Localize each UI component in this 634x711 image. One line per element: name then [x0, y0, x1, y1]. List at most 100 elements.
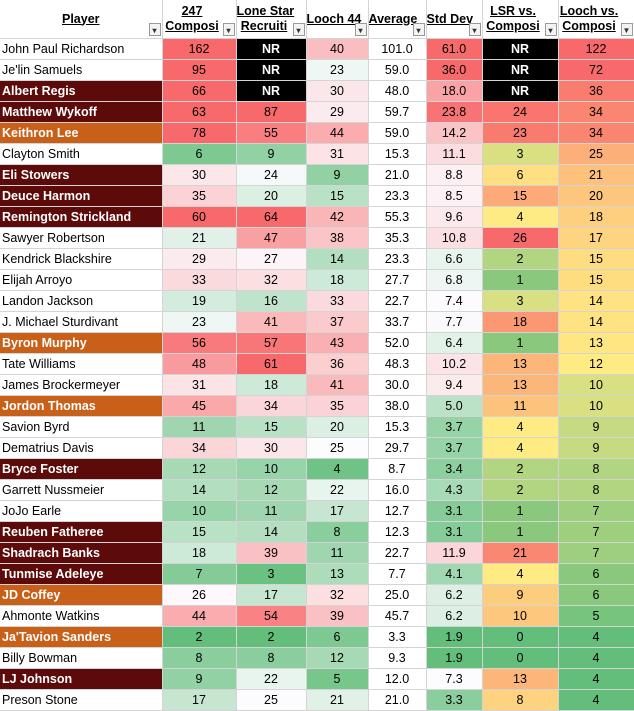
cell-average: 38.0 — [368, 395, 427, 417]
cell-looch: 40 — [306, 38, 369, 60]
cell-std-dev: 6.2 — [426, 584, 483, 606]
cell-average: 22.7 — [368, 542, 427, 564]
cell-average: 21.0 — [368, 689, 427, 711]
cell-lsr-vs-composite: 2 — [482, 458, 559, 480]
cell-average: 15.3 — [368, 416, 427, 438]
cell-looch-vs-composite: 21 — [558, 164, 634, 186]
cell-average: 25.0 — [368, 584, 427, 606]
cell-std-dev: 5.0 — [426, 395, 483, 417]
cell-247-composite: 8 — [162, 647, 237, 669]
cell-looch-vs-composite: 122 — [558, 38, 634, 60]
cell-lone-star: 8 — [236, 647, 307, 669]
cell-std-dev: 10.2 — [426, 353, 483, 375]
cell-looch: 41 — [306, 374, 369, 396]
cell-lsr-vs-composite: 13 — [482, 374, 559, 396]
cell-lsr-vs-composite: NR — [482, 38, 559, 60]
filter-dropdown-icon[interactable]: ▾ — [468, 23, 481, 36]
table-row: Dematrius Davis 34 30 25 29.7 3.7 4 9 — [0, 437, 634, 459]
cell-looch: 22 — [306, 479, 369, 501]
cell-average: 3.3 — [368, 626, 427, 648]
cell-lone-star: 11 — [236, 500, 307, 522]
cell-looch-vs-composite: 4 — [558, 647, 634, 669]
cell-247-composite: 34 — [162, 437, 237, 459]
cell-lsr-vs-composite: 21 — [482, 542, 559, 564]
filter-dropdown-icon[interactable]: ▾ — [292, 23, 305, 36]
cell-average: 48.3 — [368, 353, 427, 375]
cell-std-dev: 7.4 — [426, 290, 483, 312]
cell-average: 7.7 — [368, 563, 427, 585]
cell-std-dev: 14.2 — [426, 122, 483, 144]
cell-lsr-vs-composite: 4 — [482, 437, 559, 459]
cell-lsr-vs-composite: 9 — [482, 584, 559, 606]
cell-player-name: Preson Stone — [0, 689, 163, 711]
cell-247-composite: 15 — [162, 521, 237, 543]
table-row: Kendrick Blackshire 29 27 14 23.3 6.6 2 15 — [0, 248, 634, 270]
header-looch-vs-composite: Looch vs. Composi ▼ — [558, 0, 634, 39]
table-row: LJ Johnson 9 22 5 12.0 7.3 13 4 — [0, 668, 634, 690]
sort-filter-icon[interactable]: ▼ — [620, 23, 633, 36]
cell-looch: 17 — [306, 500, 369, 522]
cell-looch-vs-composite: 15 — [558, 248, 634, 270]
cell-player-name: Matthew Wykoff — [0, 101, 163, 123]
table-row: Ahmonte Watkins 44 54 39 45.7 6.2 10 5 — [0, 605, 634, 627]
cell-looch-vs-composite: 36 — [558, 80, 634, 102]
cell-looch: 4 — [306, 458, 369, 480]
header-std-label: Std Dev — [426, 11, 474, 26]
cell-looch: 23 — [306, 59, 369, 81]
header-lsr-vs-composite: LSR vs. Composi ▾ — [482, 0, 559, 39]
cell-player-name: Dematrius Davis — [0, 437, 163, 459]
filter-dropdown-icon[interactable]: ▾ — [354, 23, 367, 36]
cell-lone-star: 41 — [236, 311, 307, 333]
cell-std-dev: 7.7 — [426, 311, 483, 333]
table-row: Shadrach Banks 18 39 11 22.7 11.9 21 7 — [0, 542, 634, 564]
table-row: Je'lin Samuels 95 NR 23 59.0 36.0 NR 72 — [0, 59, 634, 81]
filter-dropdown-icon[interactable]: ▾ — [148, 23, 161, 36]
filter-dropdown-icon[interactable]: ▾ — [544, 23, 557, 36]
cell-std-dev: 8.8 — [426, 164, 483, 186]
cell-lone-star: 25 — [236, 689, 307, 711]
header-loochvs-line2: Composi — [562, 19, 616, 33]
cell-std-dev: 3.1 — [426, 500, 483, 522]
cell-std-dev: 11.9 — [426, 542, 483, 564]
cell-looch: 44 — [306, 122, 369, 144]
header-looch: Looch 44 ▾ — [306, 0, 369, 39]
cell-average: 55.3 — [368, 206, 427, 228]
cell-lone-star: 30 — [236, 437, 307, 459]
cell-looch-vs-composite: 8 — [558, 479, 634, 501]
cell-player-name: Ja'Tavion Sanders — [0, 626, 163, 648]
cell-lsr-vs-composite: 3 — [482, 143, 559, 165]
cell-player-name: Clayton Smith — [0, 143, 163, 165]
cell-247-composite: 21 — [162, 227, 237, 249]
cell-247-composite: 9 — [162, 668, 237, 690]
table-row: Keithron Lee 78 55 44 59.0 14.2 23 34 — [0, 122, 634, 144]
filter-dropdown-icon[interactable]: ▾ — [412, 23, 425, 36]
cell-looch-vs-composite: 9 — [558, 437, 634, 459]
cell-looch-vs-composite: 7 — [558, 521, 634, 543]
cell-average: 101.0 — [368, 38, 427, 60]
table-row: Ja'Tavion Sanders 2 2 6 3.3 1.9 0 4 — [0, 626, 634, 648]
cell-looch: 43 — [306, 332, 369, 354]
cell-looch-vs-composite: 34 — [558, 101, 634, 123]
cell-lsr-vs-composite: 4 — [482, 206, 559, 228]
cell-lsr-vs-composite: 3 — [482, 290, 559, 312]
cell-std-dev: 6.4 — [426, 332, 483, 354]
cell-247-composite: 6 — [162, 143, 237, 165]
cell-player-name: Byron Murphy — [0, 332, 163, 354]
cell-player-name: John Paul Richardson — [0, 38, 163, 60]
filter-dropdown-icon[interactable]: ▾ — [222, 23, 235, 36]
cell-std-dev: 8.5 — [426, 185, 483, 207]
cell-std-dev: 6.8 — [426, 269, 483, 291]
cell-lsr-vs-composite: 8 — [482, 689, 559, 711]
cell-average: 15.3 — [368, 143, 427, 165]
cell-looch-vs-composite: 25 — [558, 143, 634, 165]
cell-looch: 12 — [306, 647, 369, 669]
cell-std-dev: 36.0 — [426, 59, 483, 81]
table-row: Matthew Wykoff 63 87 29 59.7 23.8 24 34 — [0, 101, 634, 123]
cell-looch: 36 — [306, 353, 369, 375]
cell-lone-star: 54 — [236, 605, 307, 627]
cell-std-dev: 11.1 — [426, 143, 483, 165]
cell-average: 35.3 — [368, 227, 427, 249]
cell-average: 30.0 — [368, 374, 427, 396]
cell-player-name: Tunmise Adeleye — [0, 563, 163, 585]
cell-average: 29.7 — [368, 437, 427, 459]
